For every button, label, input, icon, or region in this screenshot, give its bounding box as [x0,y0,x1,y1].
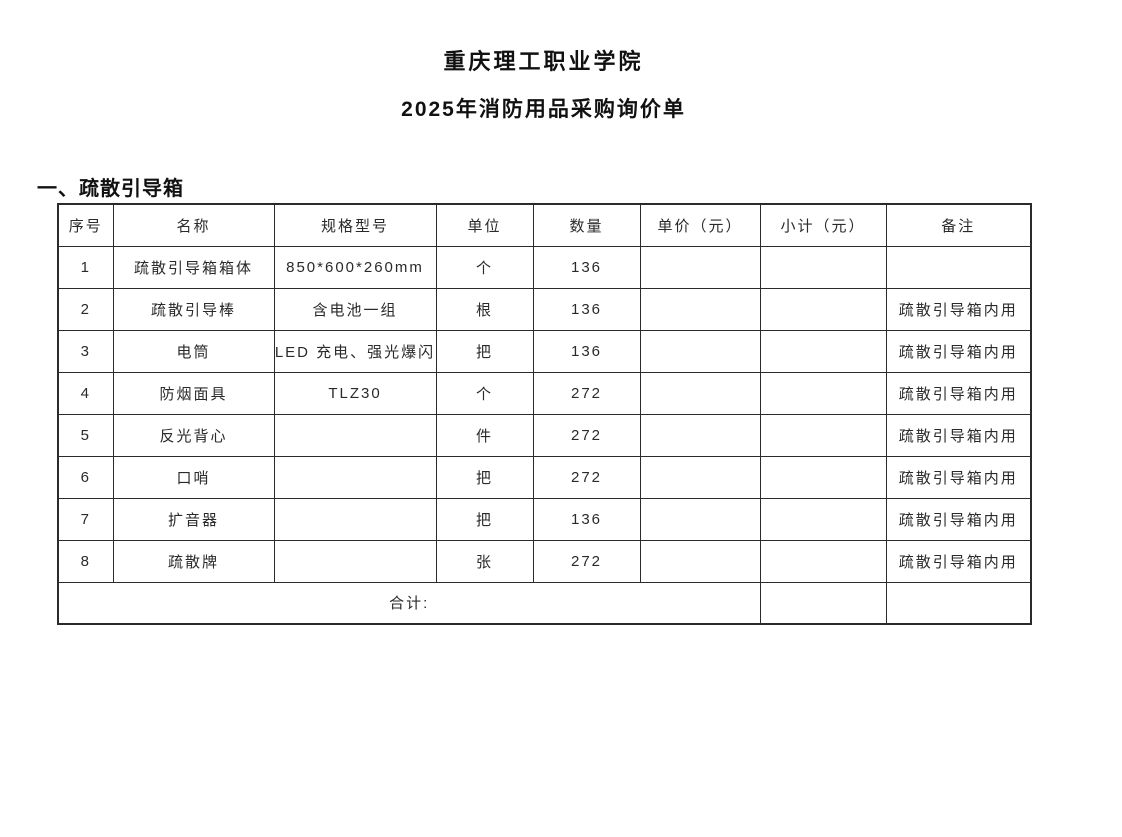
cell-remark: 疏散引导箱内用 [885,497,1032,541]
cell-spec: LED 充电、强光爆闪 [273,329,437,373]
header-cell-subtotal: 小计（元） [759,203,887,247]
table-row: 8 疏散牌 张 272 疏散引导箱内用 [57,539,1032,583]
table-row: 3 电筒 LED 充电、强光爆闪把 136 疏散引导箱内用 [57,329,1032,373]
cell-unit: 张 [435,539,534,583]
cell-qty: 272 [532,371,641,415]
cell-spec: 850*600*260mm [273,245,437,289]
cell-no: 5 [57,413,114,457]
cell-subtotal [759,455,887,499]
cell-unit-price [639,455,761,499]
cell-unit: 个 [435,371,534,415]
cell-qty: 136 [532,329,641,373]
cell-subtotal [759,329,887,373]
cell-remark: 疏散引导箱内用 [885,287,1032,331]
cell-spec [273,497,437,541]
cell-subtotal [759,245,887,289]
cell-unit: 个 [435,245,534,289]
cell-subtotal [759,497,887,541]
cell-unit-price [639,245,761,289]
cell-name: 疏散引导箱箱体 [112,245,275,289]
cell-spec: 含电池一组 [273,287,437,331]
cell-qty: 272 [532,455,641,499]
cell-no: 7 [57,497,114,541]
header-cell-unit: 单位 [435,203,534,247]
cell-unit: 把 [435,455,534,499]
document-page: 重庆理工职业学院 2025年消防用品采购询价单 一、疏散引导箱 序号 名称 规格… [0,44,1122,837]
cell-qty: 136 [532,245,641,289]
cell-spec [273,413,437,457]
total-label: 合计: [57,581,761,625]
table-row: 5 反光背心 件 272 疏散引导箱内用 [57,413,1032,457]
cell-name: 反光背心 [112,413,275,457]
cell-name: 口哨 [112,455,275,499]
table-header-row: 序号 名称 规格型号 单位 数量 单价（元） 小计（元） 备注 [57,203,1032,247]
cell-spec: TLZ30 [273,371,437,415]
cell-no: 4 [57,371,114,415]
cell-remark: 疏散引导箱内用 [885,539,1032,583]
table-body: 1 疏散引导箱箱体 850*600*260mm 个 136 2 疏散引导棒 含电池一组根 136… [57,245,1032,583]
cell-no: 3 [57,329,114,373]
cell-no: 1 [57,245,114,289]
cell-unit: 根 [435,287,534,331]
cell-spec [273,455,437,499]
cell-no: 2 [57,287,114,331]
document-subtitle: 2025年消防用品采购询价单 [401,98,686,121]
document-title: 重庆理工职业学院 [443,49,644,74]
cell-remark: 疏散引导箱内用 [885,371,1032,415]
cell-qty: 136 [532,497,641,541]
header-cell-name: 名称 [112,203,275,247]
total-subtotal-cell [759,581,887,625]
cell-no: 6 [57,455,114,499]
cell-remark: 疏散引导箱内用 [885,329,1032,373]
header-cell-remark: 备注 [885,203,1032,247]
cell-remark [885,245,1032,289]
header-cell-unit-price: 单价（元） [639,203,761,247]
cell-unit-price [639,413,761,457]
header-cell-qty: 数量 [532,203,641,247]
cell-no: 8 [57,539,114,583]
total-row: 合计: [57,581,1032,625]
total-remark-cell [885,581,1032,625]
cell-remark: 疏散引导箱内用 [885,413,1032,457]
cell-remark: 疏散引导箱内用 [885,455,1032,499]
cell-name: 疏散牌 [112,539,275,583]
cell-name: 防烟面具 [112,371,275,415]
cell-spec [273,539,437,583]
cell-subtotal [759,539,887,583]
cell-qty: 136 [532,287,641,331]
cell-name: 扩音器 [112,497,275,541]
cell-unit-price [639,287,761,331]
cell-subtotal [759,413,887,457]
cell-unit: 把 [435,497,534,541]
section-heading: 一、疏散引导箱 [37,178,184,200]
header-cell-spec: 规格型号 [273,203,437,247]
cell-unit-price [639,539,761,583]
cell-subtotal [759,287,887,331]
table-row: 6 口哨 把 272 疏散引导箱内用 [57,455,1032,499]
cell-name: 疏散引导棒 [112,287,275,331]
cell-unit-price [639,497,761,541]
table-row: 4 防烟面具 TLZ30 个 272 疏散引导箱内用 [57,371,1032,415]
cell-unit: 件 [435,413,534,457]
table-row: 7 扩音器 把 136 疏散引导箱内用 [57,497,1032,541]
cell-qty: 272 [532,539,641,583]
inquiry-table: 序号 名称 规格型号 单位 数量 单价（元） 小计（元） 备注 1 疏散引导箱箱体… [57,203,1032,625]
table-row: 2 疏散引导棒 含电池一组根 136 疏散引导箱内用 [57,287,1032,331]
title-block: 重庆理工职业学院 2025年消防用品采购询价单 [57,44,1030,123]
table-row: 1 疏散引导箱箱体 850*600*260mm 个 136 [57,245,1032,289]
cell-qty: 272 [532,413,641,457]
cell-unit-price [639,329,761,373]
cell-name: 电筒 [112,329,275,373]
cell-unit-price [639,371,761,415]
cell-subtotal [759,371,887,415]
cell-unit: 把 [435,329,534,373]
header-cell-no: 序号 [57,203,114,247]
